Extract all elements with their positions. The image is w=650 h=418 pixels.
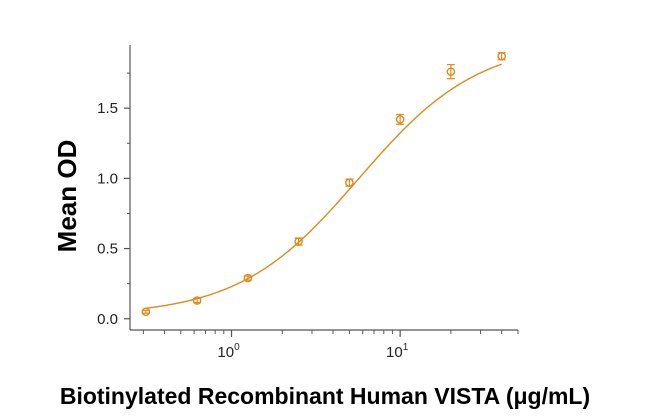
axes <box>124 45 519 337</box>
data-marker <box>192 296 202 305</box>
x-tick-label: 101 <box>386 342 409 361</box>
fit-curve <box>145 63 502 309</box>
x-axis-title: Biotinylated Recombinant Human VISTA (μg… <box>60 383 590 409</box>
data-point <box>141 307 151 317</box>
data-marker <box>294 237 303 246</box>
data-point <box>395 113 405 125</box>
data-marker <box>446 67 456 76</box>
y-axis-title: Mean OD <box>52 140 82 253</box>
fit-curve-layer <box>145 63 502 309</box>
y-tick-label: 0.0 <box>97 311 118 328</box>
y-tick-label: 1.5 <box>97 100 118 117</box>
data-point <box>243 273 253 283</box>
data-marker <box>497 51 506 61</box>
data-marker <box>345 178 354 187</box>
data-point <box>192 296 202 305</box>
data-marker <box>243 273 253 283</box>
data-point <box>446 64 456 80</box>
data-point <box>497 51 506 61</box>
data-points-layer <box>141 51 506 317</box>
data-marker <box>141 307 151 317</box>
tick-labels-layer: 0.0 0.5 1.0 1.5 100 101 <box>97 100 409 361</box>
data-point <box>345 178 354 187</box>
data-marker <box>395 115 405 124</box>
y-tick-label: 1.0 <box>97 170 118 187</box>
x-tick-label: 100 <box>217 342 240 361</box>
y-tick-label: 0.5 <box>97 241 118 258</box>
data-point <box>294 237 303 246</box>
